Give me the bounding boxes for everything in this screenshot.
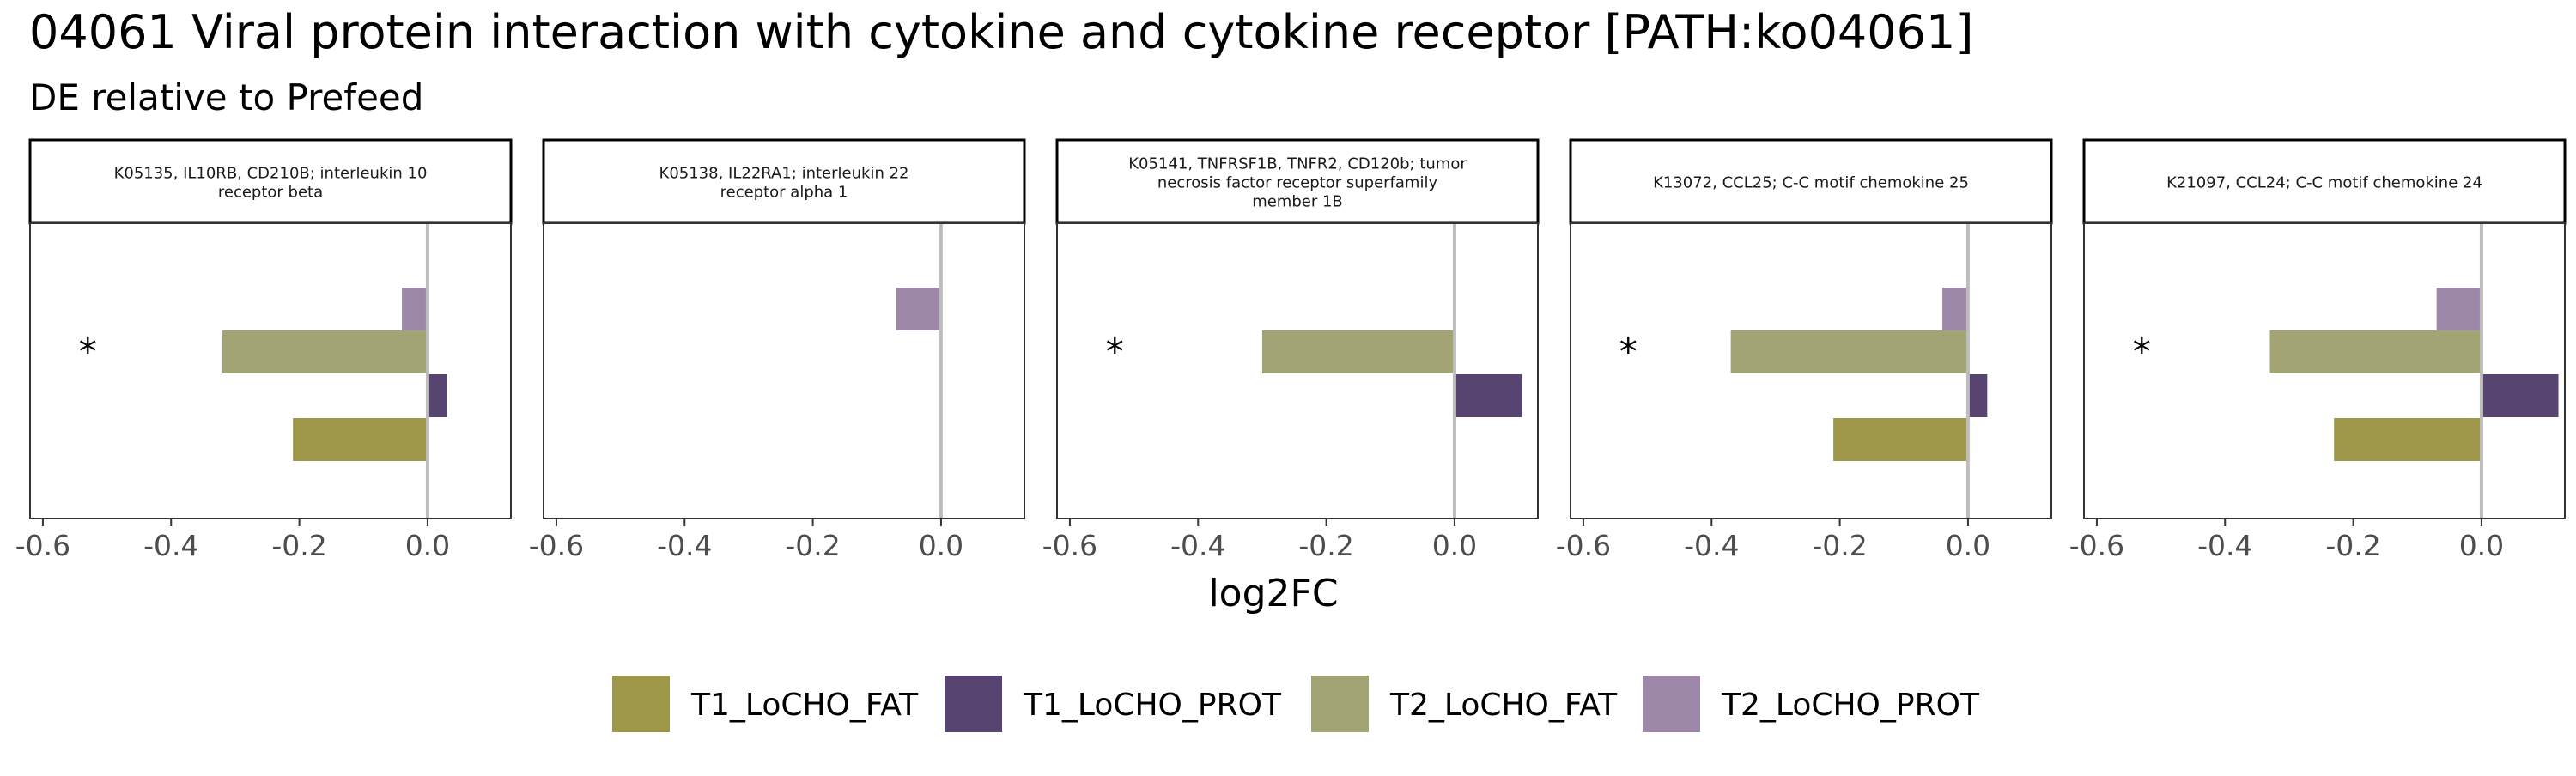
x-tick-label: -0.2 <box>1812 529 1867 562</box>
x-axis-label: log2FC <box>1208 572 1338 615</box>
bar <box>896 288 941 330</box>
facet-panel: K05135, IL10RB, CD210B; interleukin 10re… <box>15 138 513 562</box>
x-tick-label: -0.4 <box>1170 529 1225 562</box>
x-tick-label: -0.4 <box>1684 529 1739 562</box>
bar <box>1967 374 1988 417</box>
x-tick-label: -0.6 <box>1042 529 1097 562</box>
x-tick-label: 0.0 <box>2459 529 2504 562</box>
bar <box>402 288 428 330</box>
x-tick-label: -0.4 <box>143 529 198 562</box>
x-tick-label: -0.2 <box>785 529 840 562</box>
x-tick-label: -0.4 <box>2197 529 2252 562</box>
facet-strip <box>2082 138 2567 225</box>
legend-label: T1_LoCHO_FAT <box>690 688 919 723</box>
bar <box>1730 330 1968 373</box>
facet-label: receptor beta <box>218 184 323 202</box>
legend-swatch <box>1311 676 1369 732</box>
bar <box>2269 330 2482 373</box>
x-tick-label: 0.0 <box>405 529 450 562</box>
facet-label: K05135, IL10RB, CD210B; interleukin 10 <box>114 165 428 183</box>
bar <box>2436 288 2482 330</box>
significance-marker: * <box>1619 330 1637 373</box>
facet-strip <box>542 138 1026 225</box>
facet-label: K13072, CCL25; C-C motif chemokine 25 <box>1653 174 1969 192</box>
bar <box>1942 288 1968 330</box>
legend: T1_LoCHO_FAT T1_LoCHO_PROT T2_LoCHO_FAT T2_… <box>612 676 1980 732</box>
significance-marker: * <box>1106 330 1124 373</box>
x-tick-label: -0.6 <box>2069 529 2124 562</box>
facet-panel: K13072, CCL25; C-C motif chemokine 25 * -0… <box>1556 138 2053 562</box>
x-tick-label: -0.4 <box>657 529 712 562</box>
facet-panel: K21097, CCL24; C-C motif chemokine 24 * -0… <box>2069 138 2567 562</box>
bar <box>2334 418 2482 461</box>
panel-border <box>543 222 1025 519</box>
legend-item: T1_LoCHO_PROT <box>945 676 1282 732</box>
bar <box>1833 418 1968 461</box>
significance-marker: * <box>2133 330 2151 373</box>
legend-item: T2_LoCHO_PROT <box>1643 676 1980 732</box>
bar <box>427 374 447 417</box>
legend-label: T2_LoCHO_PROT <box>1721 688 1980 723</box>
bar <box>1454 374 1522 417</box>
facet-panel: K05141, TNFRSF1B, TNFR2, CD120b; tumorne… <box>1042 138 1540 562</box>
bar <box>2481 374 2559 417</box>
facet-strip <box>28 138 513 225</box>
x-tick-label: -0.6 <box>15 529 70 562</box>
x-tick-label: 0.0 <box>919 529 963 562</box>
bar <box>1261 330 1455 373</box>
significance-marker: * <box>79 330 97 373</box>
legend-item: T2_LoCHO_FAT <box>1311 676 1618 732</box>
facet-label: K21097, CCL24; C-C motif chemokine 24 <box>2166 174 2482 192</box>
facets-layer: K05135, IL10RB, CD210B; interleukin 10re… <box>15 138 2567 562</box>
x-tick-label: -0.6 <box>1556 529 1611 562</box>
x-tick-label: -0.2 <box>2325 529 2380 562</box>
chart-title: 04061 Viral protein interaction with cyt… <box>29 5 1973 59</box>
x-tick-label: -0.2 <box>271 529 326 562</box>
facet-label: necrosis factor receptor superfamily <box>1157 174 1438 192</box>
facet-label: receptor alpha 1 <box>720 184 848 202</box>
legend-label: T1_LoCHO_PROT <box>1023 688 1282 723</box>
legend-swatch <box>945 676 1002 732</box>
legend-item: T1_LoCHO_FAT <box>612 676 919 732</box>
bar <box>293 418 428 461</box>
legend-label: T2_LoCHO_FAT <box>1389 688 1618 723</box>
legend-swatch <box>612 676 670 732</box>
legend-swatch <box>1643 676 1700 732</box>
facet-strip <box>1055 138 1540 225</box>
x-tick-label: 0.0 <box>1432 529 1477 562</box>
x-tick-label: -0.2 <box>1298 529 1353 562</box>
x-tick-label: 0.0 <box>1946 529 1990 562</box>
bar <box>222 330 428 373</box>
facet-panel: K05138, IL22RA1; interleukin 22receptor … <box>529 138 1026 562</box>
facet-label: K05141, TNFRSF1B, TNFR2, CD120b; tumor <box>1128 155 1467 173</box>
x-tick-label: -0.6 <box>529 529 584 562</box>
facet-label: K05138, IL22RA1; interleukin 22 <box>659 165 909 183</box>
facet-label: member 1B <box>1252 193 1343 211</box>
chart-subtitle: DE relative to Prefeed <box>29 76 423 118</box>
